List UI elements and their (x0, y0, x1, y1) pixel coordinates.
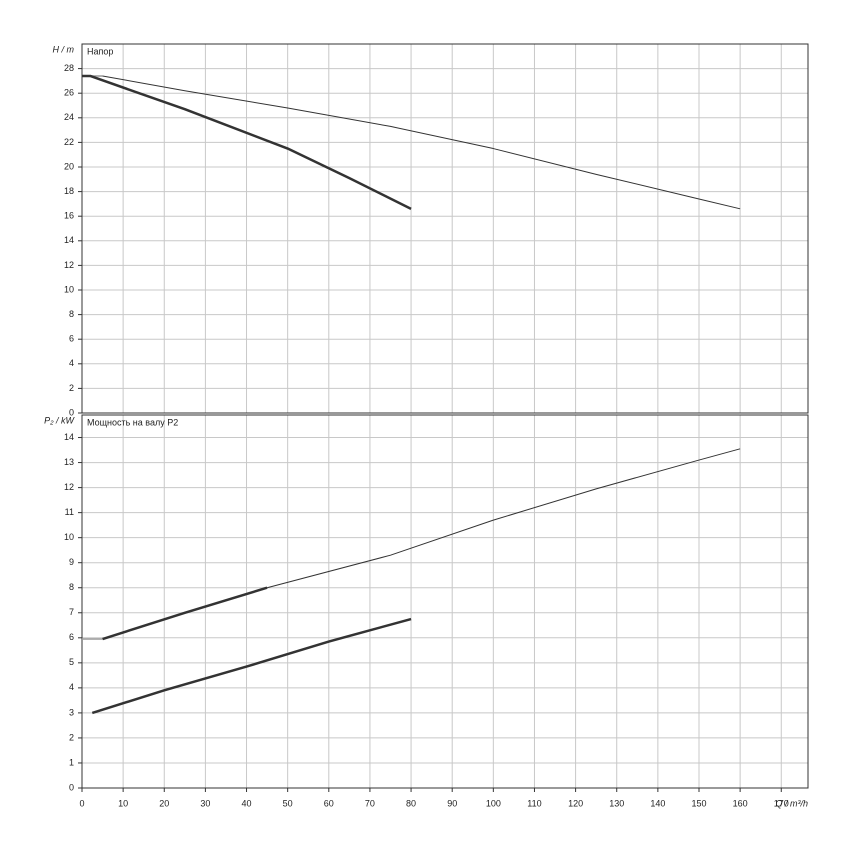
y-tick-label: 0 (69, 407, 74, 417)
x-tick-label: 0 (79, 798, 84, 808)
x-tick-label: 140 (650, 798, 665, 808)
panel-title: Мощность на валу P2 (87, 417, 178, 427)
y-tick-label: 2 (69, 732, 74, 742)
y-tick-label: 28 (64, 63, 74, 73)
x-tick-label: 90 (447, 798, 457, 808)
curve (102, 75, 741, 210)
x-tick-label: 20 (159, 798, 169, 808)
x-tick-label: 80 (406, 798, 416, 808)
x-tick-label: 70 (365, 798, 375, 808)
x-tick-label: 120 (568, 798, 583, 808)
y-tick-label: 14 (64, 235, 74, 245)
curve (266, 448, 741, 589)
curve (82, 74, 412, 210)
y-tick-label: 16 (64, 211, 74, 221)
x-tick-label: 160 (733, 798, 748, 808)
x-tick-label: 110 (527, 798, 541, 808)
y-tick-label: 6 (69, 632, 74, 642)
y-axis-label: H / m (53, 44, 75, 54)
x-tick-label: 10 (118, 798, 128, 808)
x-tick-label: 40 (242, 798, 252, 808)
x-tick-label: 100 (486, 798, 501, 808)
y-tick-label: 7 (69, 607, 74, 617)
y-tick-label: 6 (69, 334, 74, 344)
y-tick-label: 4 (69, 682, 74, 692)
y-tick-label: 18 (64, 186, 74, 196)
y-tick-label: 8 (69, 582, 74, 592)
y-tick-label: 1 (69, 757, 74, 767)
y-tick-label: 9 (69, 557, 74, 567)
y-tick-label: 12 (64, 260, 74, 270)
panel-title: Напор (87, 46, 113, 56)
y-tick-label: 11 (65, 507, 74, 517)
y-tick-label: 22 (64, 137, 74, 147)
curve (102, 586, 268, 641)
x-tick-label: 60 (324, 798, 334, 808)
y-tick-label: 20 (64, 161, 74, 171)
y-tick-label: 26 (64, 88, 74, 98)
x-tick-label: 150 (691, 798, 706, 808)
y-tick-label: 24 (64, 112, 74, 122)
y-tick-label: 0 (69, 782, 74, 792)
y-axis-label: P₂ / kW (44, 415, 75, 425)
x-axis-label: Q / m³/h (775, 798, 808, 808)
plot-frame (81, 414, 809, 789)
x-tick-label: 130 (609, 798, 624, 808)
y-tick-label: 8 (69, 309, 74, 319)
y-tick-label: 14 (64, 432, 74, 442)
y-tick-label: 5 (69, 657, 74, 667)
plot-frame (81, 43, 809, 414)
y-tick-label: 2 (69, 383, 74, 393)
y-tick-label: 12 (64, 482, 74, 492)
y-tick-label: 13 (64, 457, 74, 467)
y-tick-label: 4 (69, 358, 74, 368)
curve (91, 617, 412, 715)
y-tick-label: 3 (69, 707, 74, 717)
y-tick-label: 10 (64, 284, 74, 294)
x-tick-label: 170 (774, 798, 789, 808)
y-tick-label: 10 (64, 532, 74, 542)
x-tick-label: 30 (200, 798, 210, 808)
x-tick-label: 50 (283, 798, 293, 808)
